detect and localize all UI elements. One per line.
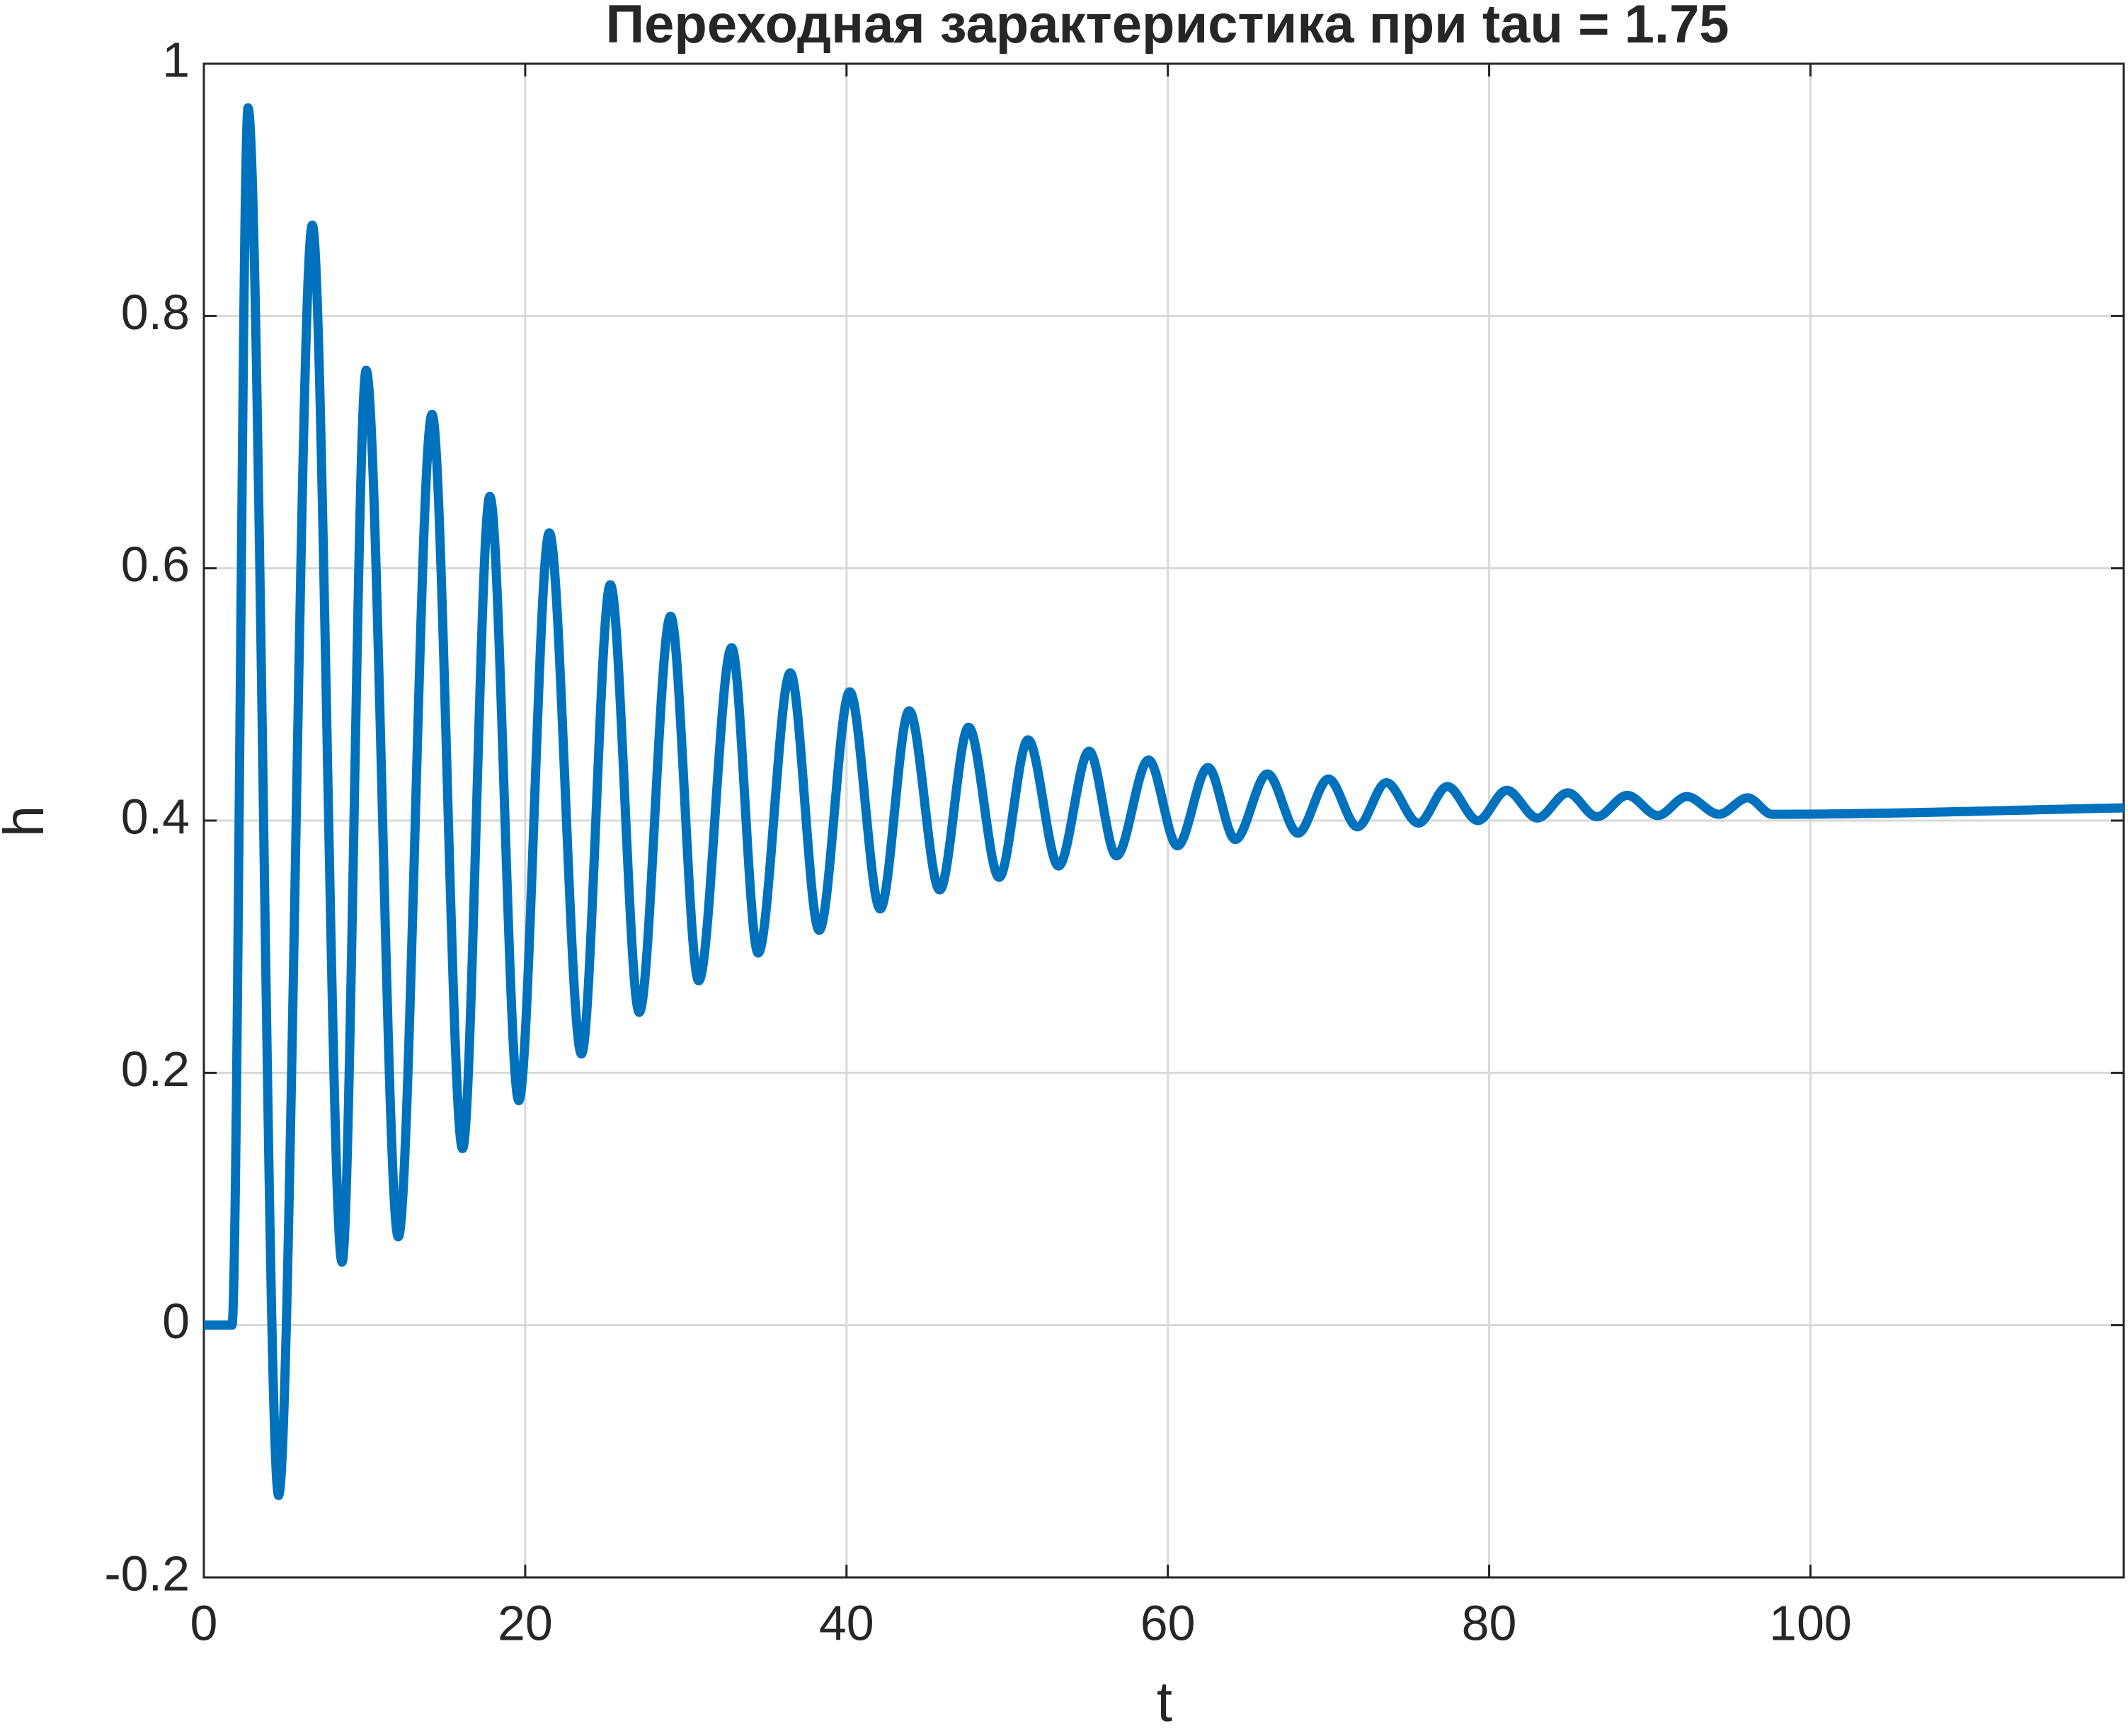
y-tick-label: 0.4	[121, 789, 190, 844]
x-tick-label: 80	[1462, 1595, 1517, 1650]
x-tick-label: 40	[819, 1595, 874, 1650]
y-tick-label: 1	[162, 32, 190, 87]
x-tick-label: 20	[498, 1595, 553, 1650]
y-axis-label: h	[0, 806, 55, 838]
plot-frame	[202, 62, 2125, 1579]
y-tick-label: 0	[162, 1294, 190, 1349]
x-axis-label: t	[1157, 1670, 1172, 1733]
data-line	[203, 103, 2124, 1500]
x-tick-label: 100	[1769, 1595, 1852, 1650]
x-tick-label: 60	[1140, 1595, 1196, 1650]
y-tick-label: 0.6	[121, 537, 190, 592]
x-tick-label: 0	[190, 1595, 218, 1650]
y-tick-label: 0.8	[121, 285, 190, 340]
y-tick-label: 0.2	[121, 1041, 190, 1097]
y-tick-label: -0.2	[104, 1546, 190, 1601]
chart-title: Переходная зарактеристика при tau = 1.75	[606, 0, 1729, 55]
